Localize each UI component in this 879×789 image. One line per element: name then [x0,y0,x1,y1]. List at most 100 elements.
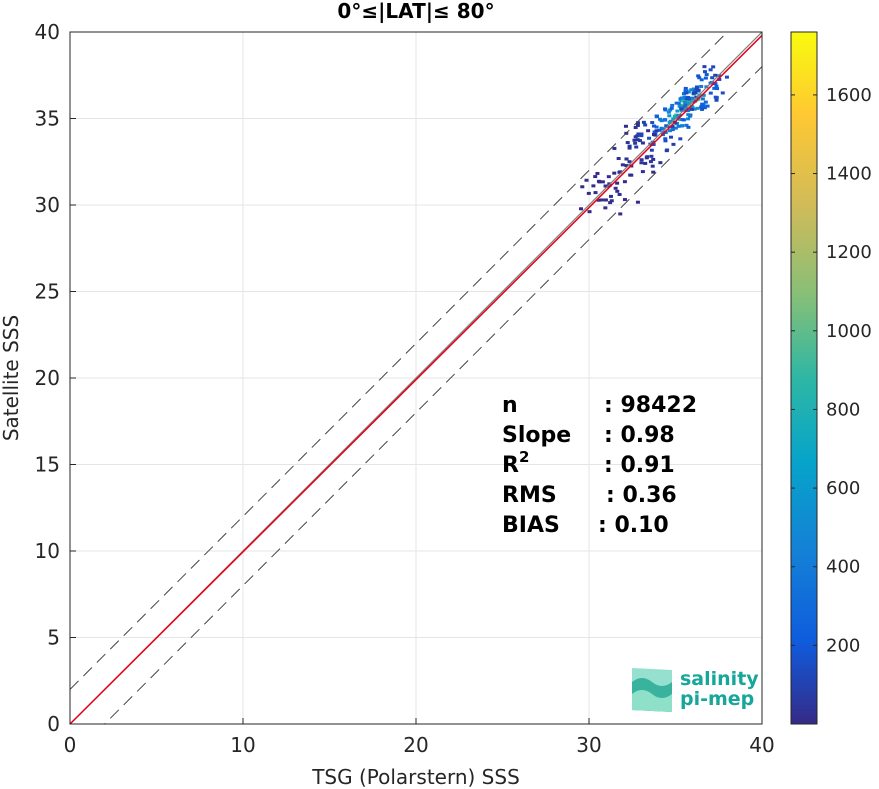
density-bin [650,121,655,125]
stat-value: : 0.98 [604,423,675,448]
colorbar-tick-label: 400 [826,557,860,578]
y-tick-label: 15 [35,453,60,477]
density-bin [685,108,690,112]
density-bin [713,82,718,86]
density-bin [612,171,617,175]
density-bin [624,164,629,168]
density-bin [684,123,689,127]
x-tick-label: 30 [576,733,601,757]
density-bin [687,97,692,101]
density-bin [600,180,605,184]
density-bin [713,73,718,77]
y-tick-label: 25 [35,280,60,304]
density-bin [704,73,709,77]
density-bin [639,132,644,136]
density-bin [648,160,653,164]
density-bin [657,128,662,132]
density-bin [703,100,708,104]
colorbar-tick-label: 800 [826,399,860,420]
density-bin [640,170,645,174]
logo: salinity pi-mep [632,668,759,712]
density-bin [587,210,592,214]
y-tick-label: 20 [35,366,60,390]
density-bin [663,137,668,141]
density-bin [676,124,681,128]
density-bin [579,207,584,211]
density-bin [691,87,696,91]
density-bin [690,106,695,110]
density-bin [717,77,722,81]
density-bin [651,170,656,174]
density-bin [711,65,716,69]
wave-icon [632,668,672,712]
density-bin [700,102,705,106]
density-bin [697,94,702,98]
density-bin [629,173,634,177]
density-bin [654,129,659,133]
density-bin [668,129,673,133]
density-bin [623,124,628,128]
density-bin [617,192,622,196]
density-bin [662,118,667,122]
y-tick-label: 35 [35,107,60,131]
stat-value: : 98422 [604,393,697,418]
density-bin [643,123,648,127]
density-bin [686,90,691,94]
density-bin [686,125,691,129]
density-bin [700,97,705,101]
stat-label: RMS [502,483,557,508]
logo-line-1: salinity [680,668,759,690]
stats-box: n: 98422 Slope: 0.98 R 2: 0.91 RMS: 0.36 BIAS… [502,393,697,538]
density-bin [593,191,598,195]
density-bin [695,106,700,110]
density-bin [640,141,645,145]
density-bin [608,194,613,198]
colorbar-tick-label: 1000 [826,321,872,342]
density-bin [670,124,675,128]
density-bin [708,91,713,95]
density-bin [667,121,672,125]
density-bin [624,157,629,161]
density-bin [671,142,676,146]
density-bin [646,129,651,133]
density-bin [679,107,684,111]
density-bin [627,146,632,150]
stat-value: : 0.36 [606,483,677,508]
stat-value: : 0.10 [598,513,669,538]
density-bin [603,206,608,210]
stat-value: : 0.91 [604,453,675,478]
density-bin [724,75,729,79]
density-bin [680,124,685,128]
density-bin [586,191,591,195]
density-bin [599,198,604,202]
density-bin [635,138,640,142]
density-bin [689,107,694,111]
colorbar-tick-label: 200 [826,635,860,656]
density-bin [694,85,699,89]
density-bin [637,139,642,143]
density-bin [650,164,655,168]
density-bin [635,123,640,127]
density-bin [669,135,674,139]
density-bin [668,108,673,112]
density-bin [684,91,689,95]
colorbar-tick-label: 1600 [826,85,872,106]
density-bin [683,86,688,90]
density-bin [649,154,654,158]
density-bin [609,199,614,203]
density-bin [596,179,601,183]
y-tick-label: 5 [47,626,60,650]
density-bin [714,98,719,102]
density-bin [714,84,719,88]
density-bin [591,184,596,188]
density-bin [636,132,641,136]
density-bin [703,76,708,80]
colorbar-tick-label: 1400 [826,164,872,185]
density-bin [695,88,700,92]
density-bin [661,127,666,131]
density-bin [603,184,608,188]
colorbar-tick-label: 1200 [826,242,872,263]
density-bin [670,103,675,107]
density-bin [633,135,638,139]
